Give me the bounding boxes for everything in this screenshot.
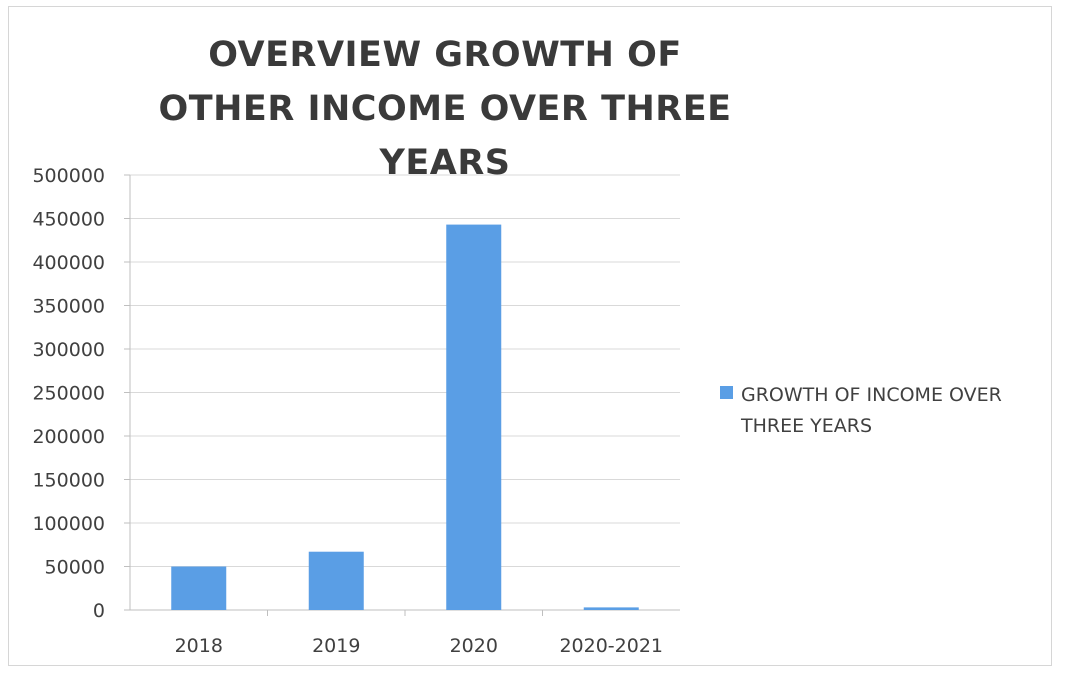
- bar-2020: [446, 224, 502, 610]
- y-tick-label: 500000: [32, 165, 105, 187]
- y-tick-label: 400000: [32, 252, 105, 274]
- bar-2018: [171, 566, 227, 610]
- axes: [124, 174, 680, 616]
- y-tick-label: 200000: [32, 426, 105, 448]
- legend: GROWTH OF INCOME OVER THREE YEARS: [720, 380, 1050, 442]
- x-tick-label: 2020: [450, 635, 498, 657]
- chart-title: OVERVIEW GROWTH OF OTHER INCOME OVER THR…: [158, 35, 732, 183]
- x-tick-label: 2018: [175, 635, 223, 657]
- legend-label: GROWTH OF INCOME OVER THREE YEARS: [741, 384, 1002, 437]
- y-axis-tick-labels: 0 50000 100000 150000 200000 250000 300000 3500…: [32, 165, 105, 622]
- x-axis-tick-labels: 2018 2019 2020 2020-2021: [175, 635, 663, 657]
- x-tick-label: 2019: [312, 635, 360, 657]
- bars: [171, 224, 639, 610]
- y-tick-label: 100000: [32, 513, 105, 535]
- bar-2020-2021: [583, 607, 639, 610]
- bar-2019: [308, 551, 364, 610]
- y-tick-label: 450000: [32, 209, 105, 231]
- y-tick-label: 50000: [45, 557, 105, 579]
- legend-swatch: [720, 386, 733, 399]
- x-tick-label: 2020-2021: [559, 635, 663, 657]
- y-tick-label: 300000: [32, 339, 105, 361]
- y-tick-label: 350000: [32, 296, 105, 318]
- y-tick-label: 250000: [32, 383, 105, 405]
- y-tick-label: 0: [93, 600, 105, 622]
- y-tick-label: 150000: [32, 470, 105, 492]
- chart-frame: [8, 6, 1052, 666]
- gridlines: [130, 174, 680, 567]
